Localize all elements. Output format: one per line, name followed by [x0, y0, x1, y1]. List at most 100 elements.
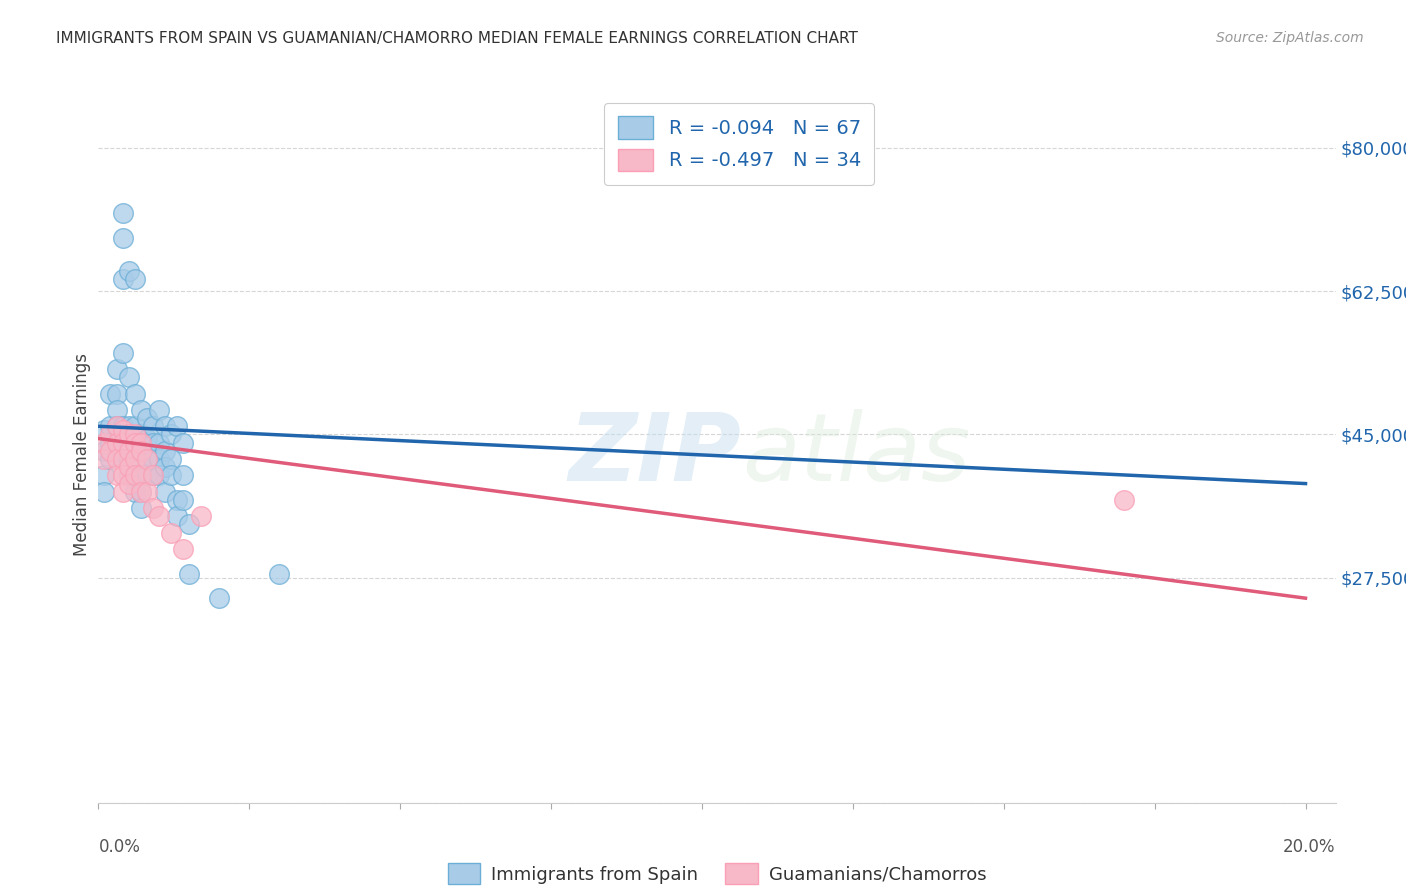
Point [172, 435, 194, 450]
Point [177, 517, 200, 532]
Point [153, 419, 176, 434]
Point [105, 468, 128, 483]
Point [129, 468, 152, 483]
Point [93, 468, 115, 483]
Point [190, 509, 212, 524]
Point [142, 501, 165, 516]
Point [142, 435, 165, 450]
Point [100, 386, 122, 401]
Point [148, 468, 170, 483]
Point [166, 419, 188, 434]
Point [166, 492, 188, 507]
Point [135, 484, 157, 499]
Point [135, 411, 157, 425]
Point [1114, 492, 1136, 507]
Point [105, 362, 128, 376]
Point [153, 443, 176, 458]
Point [148, 509, 170, 524]
Point [160, 452, 183, 467]
Point [111, 452, 134, 467]
Point [111, 206, 134, 220]
Point [111, 468, 134, 483]
Point [117, 370, 139, 384]
Point [117, 443, 139, 458]
Point [172, 542, 194, 557]
Point [177, 566, 200, 581]
Point [105, 435, 128, 450]
Point [124, 386, 146, 401]
Point [129, 403, 152, 417]
Point [111, 272, 134, 286]
Point [100, 452, 122, 467]
Point [160, 427, 183, 442]
Point [93, 435, 115, 450]
Point [105, 452, 128, 467]
Point [117, 460, 139, 475]
Point [129, 484, 152, 499]
Y-axis label: Median Female Earnings: Median Female Earnings [73, 353, 91, 557]
Point [129, 427, 152, 442]
Point [105, 386, 128, 401]
Point [153, 460, 176, 475]
Point [129, 443, 152, 458]
Point [142, 468, 165, 483]
Point [124, 272, 146, 286]
Text: 0.0%: 0.0% [98, 838, 141, 856]
Point [153, 484, 176, 499]
Point [111, 231, 134, 245]
Point [172, 492, 194, 507]
Point [124, 443, 146, 458]
Text: ZIP: ZIP [569, 409, 742, 501]
Point [135, 452, 157, 467]
Point [208, 591, 231, 606]
Point [124, 419, 146, 434]
Point [117, 468, 139, 483]
Text: IMMIGRANTS FROM SPAIN VS GUAMANIAN/CHAMORRO MEDIAN FEMALE EARNINGS CORRELATION C: IMMIGRANTS FROM SPAIN VS GUAMANIAN/CHAMO… [56, 31, 858, 46]
Point [135, 468, 157, 483]
Point [269, 566, 291, 581]
Point [117, 452, 139, 467]
Point [117, 476, 139, 491]
Point [117, 264, 139, 278]
Text: 20.0%: 20.0% [1284, 838, 1336, 856]
Point [142, 419, 165, 434]
Point [172, 468, 194, 483]
Point [100, 443, 122, 458]
Point [100, 419, 122, 434]
Point [100, 427, 122, 442]
Point [124, 452, 146, 467]
Point [124, 484, 146, 499]
Text: atlas: atlas [742, 409, 970, 500]
Point [93, 443, 115, 458]
Point [93, 452, 115, 467]
Point [117, 427, 139, 442]
Point [166, 509, 188, 524]
Point [129, 435, 152, 450]
Point [111, 435, 134, 450]
Point [160, 468, 183, 483]
Point [111, 423, 134, 437]
Point [117, 435, 139, 450]
Point [93, 423, 115, 437]
Point [129, 468, 152, 483]
Point [142, 468, 165, 483]
Point [148, 452, 170, 467]
Point [148, 435, 170, 450]
Point [111, 484, 134, 499]
Point [105, 443, 128, 458]
Point [135, 432, 157, 446]
Point [124, 435, 146, 450]
Point [124, 427, 146, 442]
Point [100, 435, 122, 450]
Point [105, 403, 128, 417]
Point [117, 419, 139, 434]
Point [124, 435, 146, 450]
Point [105, 419, 128, 434]
Point [129, 484, 152, 499]
Point [124, 468, 146, 483]
Text: Source: ZipAtlas.com: Source: ZipAtlas.com [1216, 31, 1364, 45]
Point [160, 525, 183, 540]
Point [124, 468, 146, 483]
Legend: Immigrants from Spain, Guamanians/Chamorros: Immigrants from Spain, Guamanians/Chamor… [440, 856, 994, 891]
Point [142, 452, 165, 467]
